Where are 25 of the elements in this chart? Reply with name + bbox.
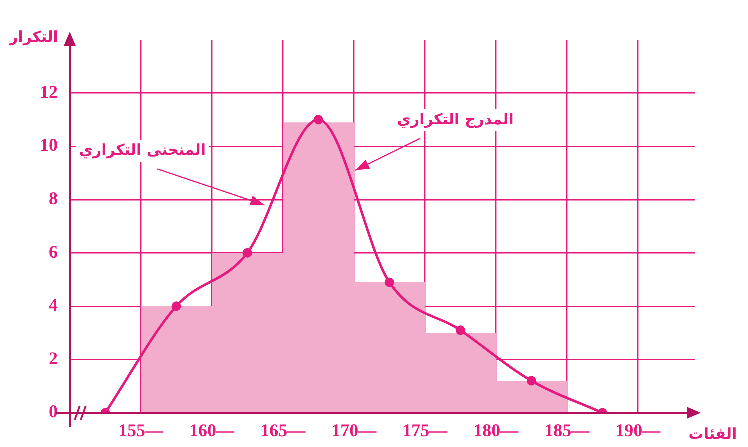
y-tick-label: 8 (49, 188, 58, 209)
y-tick-label: 6 (49, 242, 58, 262)
point (242, 248, 252, 258)
y-axis-title: التكرار (8, 28, 58, 46)
annotation: المنحنى التكراري (79, 141, 206, 160)
x-tick-label: 190— (616, 420, 662, 440)
x-tick-label: 160— (190, 420, 236, 440)
y-tick-label: 0 (49, 402, 58, 422)
x-tick-label: 175— (402, 420, 449, 440)
x-axis-title: الفئات (688, 424, 738, 443)
y-tick-label: 10 (40, 135, 58, 156)
point (526, 376, 536, 386)
x-tick-label: 170— (332, 420, 378, 440)
annotation: المدرج التكراري (397, 110, 514, 128)
point (456, 326, 466, 336)
point (314, 115, 324, 125)
y-tick-label: 12 (40, 82, 58, 102)
x-tick-label: 185— (544, 420, 591, 440)
x-tick-label: 180— (474, 420, 520, 440)
y-tick-label: 2 (49, 348, 58, 368)
x-tick-label: 155— (118, 420, 165, 440)
point (172, 302, 182, 312)
y-tick-label: 4 (49, 295, 58, 316)
x-tick-label: 165— (260, 420, 307, 440)
point (384, 278, 394, 288)
